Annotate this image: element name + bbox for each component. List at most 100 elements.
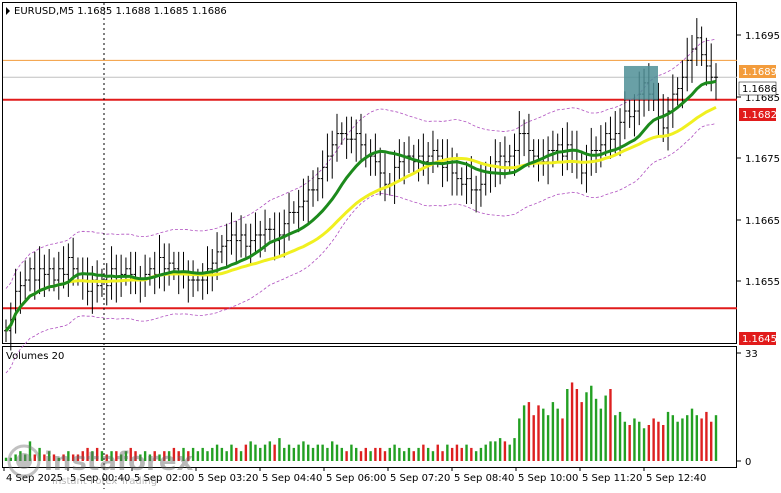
volume-bar bbox=[43, 454, 46, 461]
price-bar bbox=[603, 122, 608, 157]
price-bar bbox=[339, 122, 344, 145]
volume-bar bbox=[67, 451, 70, 461]
volume-bar bbox=[681, 418, 684, 461]
volume-bar bbox=[19, 451, 22, 461]
volume-bar bbox=[273, 444, 276, 461]
volume-bar bbox=[503, 441, 507, 461]
price-tick: 1.1655 bbox=[745, 277, 780, 288]
price-bar bbox=[219, 234, 224, 264]
volume-bar bbox=[225, 451, 228, 461]
volume-bar bbox=[422, 444, 425, 461]
price-bar bbox=[680, 60, 685, 109]
price-bar bbox=[359, 113, 363, 162]
volume-bar bbox=[542, 408, 545, 461]
price-bar bbox=[32, 251, 37, 300]
price-bar bbox=[162, 243, 167, 292]
volume-bar bbox=[470, 447, 473, 461]
volume-bar bbox=[345, 451, 348, 461]
volume-bar bbox=[407, 447, 411, 461]
volume-bar bbox=[182, 447, 185, 461]
volume-bar bbox=[302, 441, 305, 461]
price-bar bbox=[66, 243, 71, 297]
volume-bar bbox=[518, 418, 521, 461]
volume-bar bbox=[695, 415, 699, 461]
price-bar bbox=[613, 111, 618, 154]
price-bar bbox=[56, 251, 61, 300]
price-label-current: 1.1686 bbox=[742, 84, 777, 95]
volume-bar bbox=[4, 457, 8, 461]
volume-bar bbox=[369, 451, 372, 461]
volume-bar bbox=[326, 447, 329, 461]
volume-bar bbox=[412, 451, 415, 461]
volume-bar bbox=[489, 441, 492, 461]
volume-bar bbox=[71, 454, 75, 461]
volume-bar bbox=[33, 454, 36, 461]
volume-bar bbox=[671, 415, 675, 461]
symbol-quote-header: EURUSD,M5 1.1685 1.1688 1.1685 1.1686 bbox=[14, 6, 227, 17]
price-bar bbox=[378, 147, 383, 196]
price-bar bbox=[498, 142, 503, 185]
volume-bar bbox=[283, 447, 286, 461]
volume-bar bbox=[110, 451, 113, 461]
price-bar bbox=[330, 130, 335, 179]
price-bar bbox=[335, 113, 340, 162]
volume-bar bbox=[426, 447, 430, 461]
price-bar bbox=[215, 232, 220, 281]
volume-bar bbox=[566, 389, 569, 461]
volume-bar bbox=[662, 425, 665, 461]
volume-bar bbox=[551, 402, 555, 461]
watermark: instaforex Instant Forex Trading bbox=[7, 444, 194, 487]
volume-bar bbox=[532, 415, 535, 461]
price-bar bbox=[382, 153, 387, 202]
volume-bar bbox=[570, 382, 574, 461]
volume-bar bbox=[23, 454, 27, 461]
price-bar bbox=[311, 170, 316, 207]
volume-bar bbox=[76, 454, 80, 461]
volume-bar bbox=[498, 438, 502, 461]
volume-bar bbox=[546, 415, 550, 461]
price-bar bbox=[666, 96, 671, 151]
volume-bar bbox=[167, 451, 171, 461]
price-label-red-upper-bg bbox=[739, 108, 776, 121]
volume-bar bbox=[465, 444, 468, 461]
time-label: 5 Sep 10:00 bbox=[518, 473, 578, 484]
price-label-orange-bg bbox=[739, 65, 776, 78]
price-bar bbox=[690, 34, 695, 83]
volume-bar bbox=[292, 447, 296, 461]
volume-bars bbox=[4, 382, 718, 461]
price-bar bbox=[430, 130, 435, 173]
price-bar bbox=[147, 257, 152, 286]
time-label: 5 Sep 03:20 bbox=[198, 473, 258, 484]
price-bar bbox=[47, 249, 52, 292]
volume-bar bbox=[230, 444, 233, 461]
volume-bar bbox=[350, 444, 353, 461]
price-label-orange: 1.1689 bbox=[742, 67, 777, 78]
price-bar bbox=[128, 251, 133, 295]
price-bar bbox=[699, 26, 704, 66]
price-bar bbox=[474, 175, 479, 213]
volume-bar bbox=[28, 441, 32, 461]
volume-bar bbox=[307, 444, 310, 461]
volume-bar bbox=[311, 447, 315, 461]
price-bar bbox=[627, 99, 632, 128]
volume-bar bbox=[9, 457, 12, 461]
volume-bar bbox=[599, 408, 603, 461]
volume-bar bbox=[316, 444, 320, 461]
volume-bar bbox=[431, 451, 435, 461]
price-bar bbox=[464, 161, 469, 204]
highlight-box bbox=[624, 65, 658, 100]
volume-bar bbox=[638, 421, 641, 461]
volume-bar bbox=[220, 447, 224, 461]
volume-bar bbox=[268, 441, 272, 461]
volume-bar bbox=[331, 441, 334, 461]
volume-bar bbox=[129, 447, 132, 461]
price-label-current-bg bbox=[738, 81, 777, 96]
price-bar bbox=[502, 136, 507, 179]
volume-bar bbox=[609, 389, 612, 461]
price-bar bbox=[469, 156, 474, 204]
volume-bar bbox=[62, 454, 65, 461]
price-tick: 1.1695 bbox=[745, 31, 780, 42]
price-bar bbox=[704, 37, 709, 86]
volume-bar bbox=[191, 447, 195, 461]
price-bar bbox=[282, 209, 287, 258]
